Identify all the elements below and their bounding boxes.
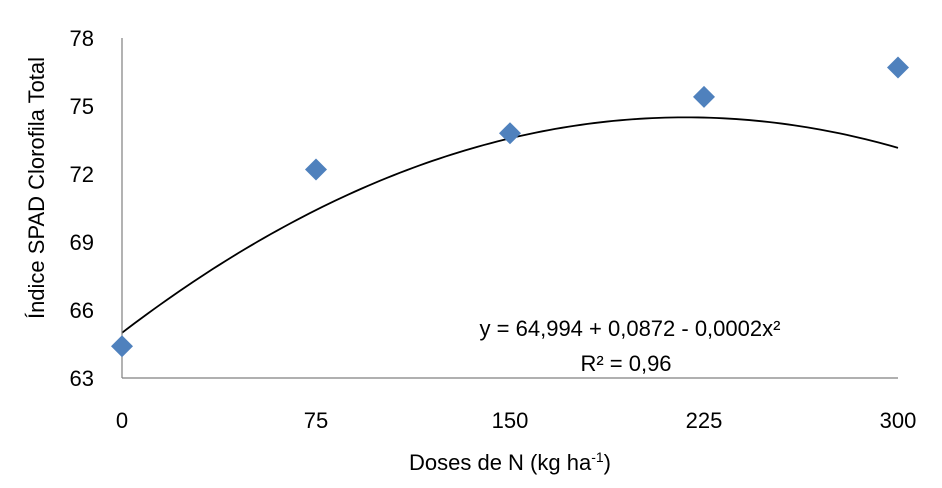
data-point <box>111 335 133 358</box>
y-tick-label: 66 <box>70 298 94 323</box>
x-tick-label: 75 <box>304 408 328 433</box>
x-tick-label: 225 <box>686 408 723 433</box>
y-tick-label: 63 <box>70 366 94 391</box>
x-axis-title: Doses de N (kg ha-1) <box>409 449 611 475</box>
y-axis-title: Índice SPAD Clorofila Total <box>24 57 49 319</box>
trendline-layer <box>121 116 899 334</box>
data-points <box>111 56 909 358</box>
x-axis-title-superscript: -1 <box>591 449 604 465</box>
trendline <box>121 116 899 334</box>
y-tick-label: 78 <box>70 26 94 51</box>
data-point <box>305 158 327 181</box>
axes <box>121 38 898 379</box>
data-point <box>499 122 521 145</box>
data-point <box>693 85 715 108</box>
x-axis-title-suffix: ) <box>604 450 611 475</box>
x-tick-label: 0 <box>116 408 128 433</box>
data-point <box>887 56 909 79</box>
y-tick-labels: 63 66 69 72 75 78 <box>70 26 94 391</box>
x-tick-label: 300 <box>880 408 917 433</box>
x-tick-label: 150 <box>492 408 529 433</box>
equation-annotation: y = 64,994 + 0,0872 - 0,0002x² <box>480 316 781 341</box>
r-squared-annotation: R² = 0,96 <box>580 351 671 376</box>
x-tick-labels: 0 75 150 225 300 <box>116 408 916 433</box>
y-tick-label: 75 <box>70 94 94 119</box>
y-tick-label: 72 <box>70 162 94 187</box>
y-tick-label: 69 <box>70 230 94 255</box>
